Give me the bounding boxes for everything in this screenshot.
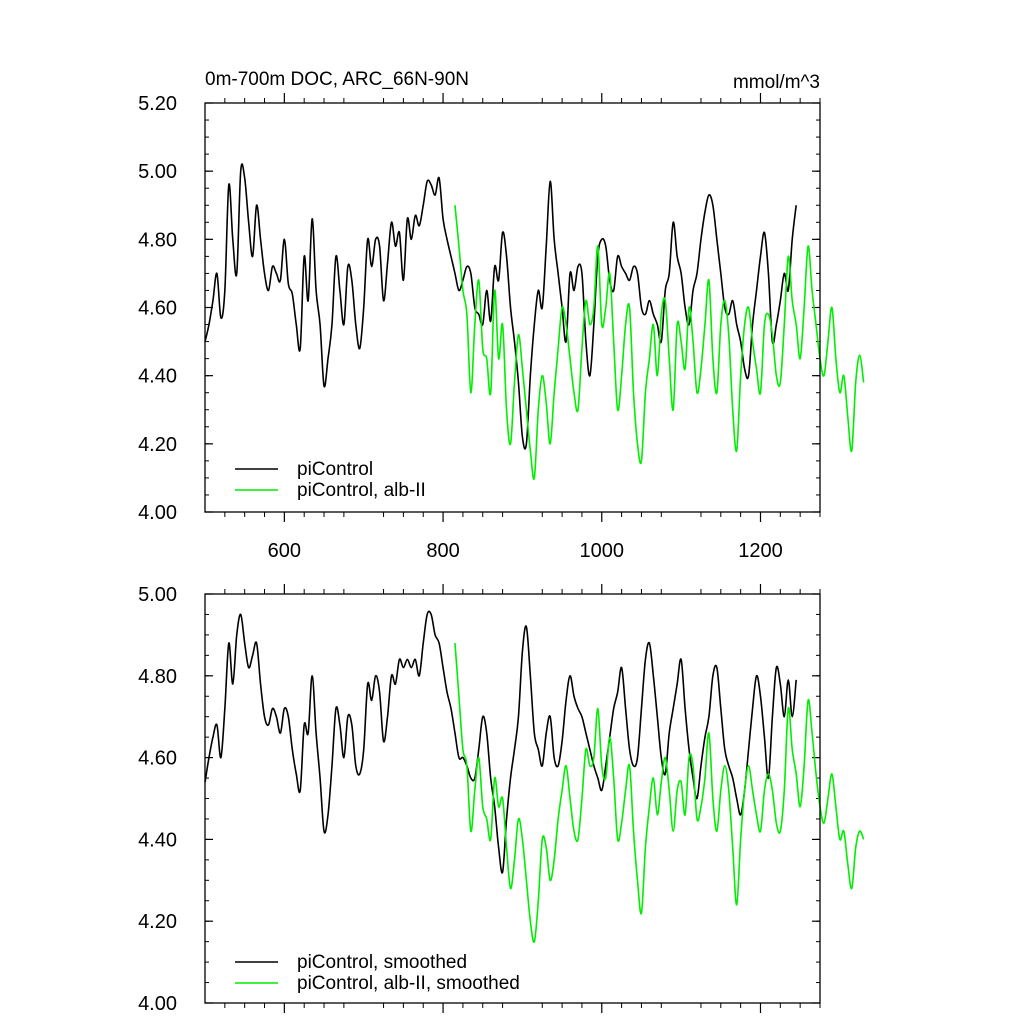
y-tick-label: 5.00 [138,161,177,183]
y-tick-label: 5.20 [138,93,177,115]
x-tick-label: 800 [426,540,459,562]
y-tick-label: 4.00 [138,993,177,1015]
y-tick-label: 4.20 [138,434,177,456]
plot-frame [204,102,821,513]
y-tick-label: 4.60 [138,748,177,770]
axis-ticks: 4.00 4.20 4.40 4.60 4.80 5.00 5.20 600 800 1000 12… [138,93,821,562]
x-tick-label: 1200 [738,540,783,562]
legend-label: piControl, alb-II, smoothed [297,973,520,994]
y-tick-label: 4.20 [138,911,177,933]
x-tick-label: 600 [268,540,301,562]
units-label: mmol/m^3 [733,72,820,93]
chart-title: 0m-700m DOC, ARC_66N-90N [205,69,469,90]
legend-label: piControl, alb-II [297,480,426,501]
upper-chart-panel: 0m-700m DOC, ARC_66N-90N mmol/m^3 4.004.… [138,69,865,562]
legend-label: piControl [297,459,373,480]
series-lines [204,163,865,480]
legend-label: piControl, smoothed [297,952,467,973]
x-tick-label: 1000 [580,540,625,562]
series-lines [204,610,865,943]
lower-chart-panel: 4.00 4.20 4.40 4.60 4.80 5.00 piControl, smoo… [138,584,865,1015]
y-tick-label: 4.80 [138,666,177,688]
plot-frame [204,593,821,1004]
y-tick-label: 4.60 [138,298,177,320]
series-line [454,643,865,943]
series-line [454,205,865,480]
series-line [204,163,797,450]
series-line [204,610,797,874]
y-tick-label: 4.00 [138,502,177,524]
y-tick-label: 5.00 [138,584,177,606]
y-tick-label: 4.40 [138,366,177,388]
axis-ticks: 4.00 4.20 4.40 4.60 4.80 5.00 [138,584,821,1015]
y-tick-label: 4.80 [138,229,177,251]
y-tick-label: 4.40 [138,829,177,851]
